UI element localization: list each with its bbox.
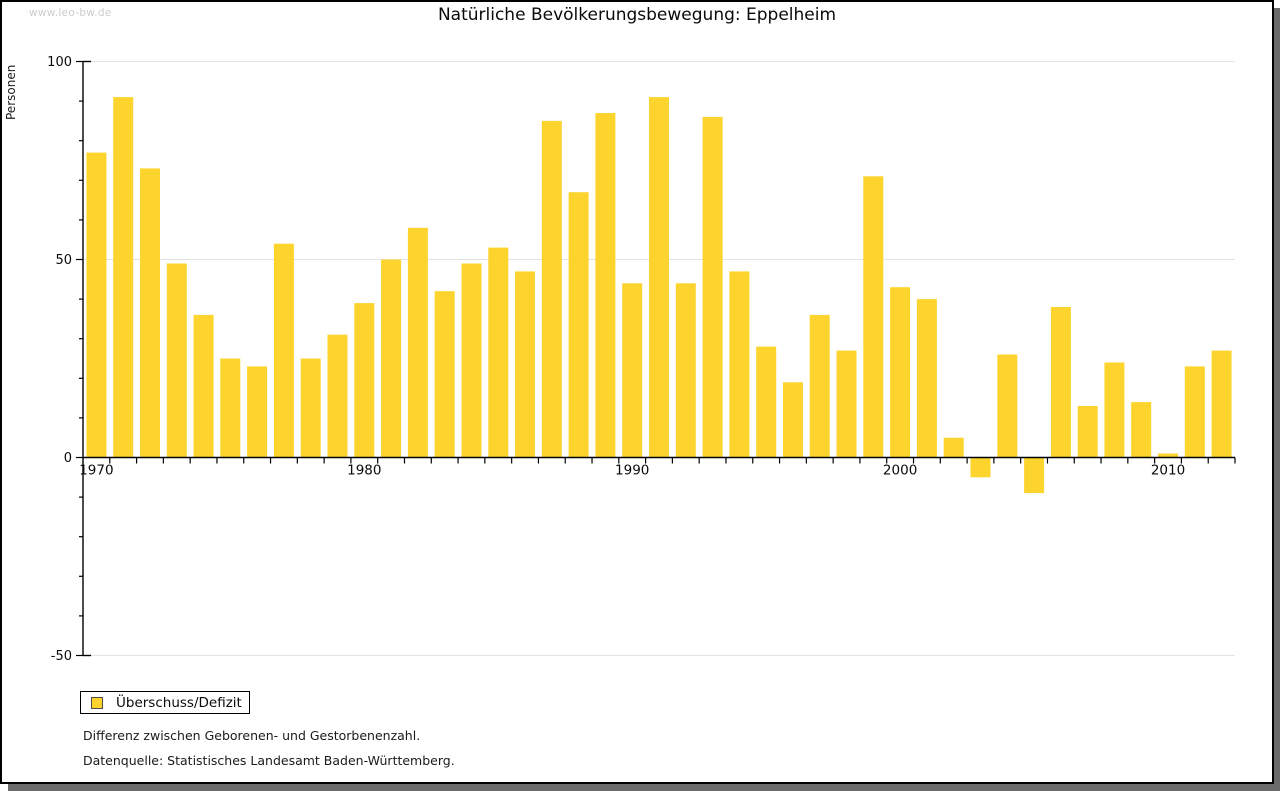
bar-1993: [702, 116, 723, 458]
legend-color-swatch: [91, 696, 103, 709]
bar-1982: [407, 227, 428, 458]
bar-1975: [220, 358, 241, 458]
x-tick-label: 2010: [1151, 463, 1185, 479]
bar-1973: [166, 263, 187, 458]
footnote-description: Differenz zwischen Geborenen- und Gestor…: [83, 728, 421, 743]
bar-1977: [273, 243, 294, 458]
x-tick-label: 1980: [347, 463, 381, 479]
bar-1998: [836, 350, 857, 458]
legend-label: Überschuss/Defizit: [116, 694, 242, 711]
bar-2006: [1050, 307, 1071, 458]
bar-2008: [1104, 362, 1125, 458]
bar-1983: [434, 291, 455, 458]
bar-1984: [461, 263, 482, 458]
bar-1970: [86, 152, 107, 458]
bar-1981: [381, 259, 402, 458]
bar-1986: [515, 271, 535, 458]
bar-2010: [1158, 453, 1178, 458]
bar-2009: [1131, 402, 1152, 458]
x-tick-label: 2000: [883, 463, 917, 479]
bar-1971: [113, 97, 134, 458]
bar-1996: [783, 382, 803, 458]
bar-2005: [1024, 457, 1045, 494]
bar-2000: [890, 287, 911, 458]
bar-2001: [916, 299, 937, 458]
x-tick-label: 1970: [79, 463, 113, 479]
bar-1994: [729, 271, 750, 458]
bar-1999: [863, 176, 884, 458]
bar-2003: [970, 457, 991, 478]
y-tick-label: 0: [64, 451, 72, 466]
bar-1991: [649, 97, 669, 458]
bar-1972: [140, 168, 160, 458]
bar-1988: [568, 192, 589, 458]
bar-2011: [1184, 366, 1205, 458]
bar-1979: [327, 334, 348, 458]
bar-1989: [595, 113, 616, 458]
watermark-url: www.leo-bw.de: [29, 7, 112, 19]
bar-1992: [675, 283, 696, 458]
bar-2002: [943, 437, 964, 458]
bar-1976: [247, 366, 268, 458]
y-tick-label: -50: [51, 649, 72, 664]
bar-1987: [541, 120, 562, 458]
footnote-source: Datenquelle: Statistisches Landesamt Bad…: [83, 753, 455, 768]
bar-1990: [622, 283, 643, 458]
bar-1985: [488, 247, 509, 458]
bar-1995: [756, 346, 777, 458]
chart-title: Natürliche Bevölkerungsbewegung: Eppelhe…: [437, 5, 837, 25]
bar-1974: [193, 314, 214, 458]
bar-1980: [354, 303, 375, 458]
bar-2012: [1211, 350, 1232, 458]
legend: Überschuss/Defizit: [80, 691, 250, 714]
bar-2007: [1077, 406, 1098, 458]
bar-1997: [809, 314, 830, 458]
y-tick-label: 100: [47, 55, 72, 70]
x-tick-label: 1990: [615, 463, 649, 479]
bar-1978: [300, 358, 321, 458]
y-tick-label: 50: [55, 253, 72, 268]
bar-2004: [997, 354, 1018, 458]
